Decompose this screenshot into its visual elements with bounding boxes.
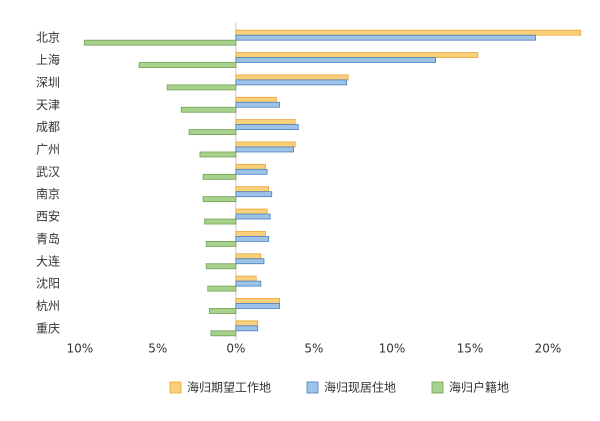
y-tick-label: 武汉: [36, 165, 60, 179]
legend-swatch: [306, 381, 319, 394]
y-tick-label: 天津: [36, 98, 60, 112]
bar: [138, 62, 237, 68]
bar: [235, 320, 259, 327]
x-tick-label: 20%: [535, 342, 562, 356]
legend-swatch: [431, 381, 444, 394]
bar: [84, 39, 237, 46]
bar: [235, 119, 296, 126]
bar: [235, 186, 270, 193]
x-tick-label: 0%: [226, 342, 245, 356]
bar: [235, 303, 280, 309]
bar: [235, 213, 271, 220]
bar: [235, 57, 437, 63]
bar: [235, 235, 270, 242]
y-tick-label: 大连: [36, 253, 60, 268]
y-tick-label: 广州: [36, 142, 60, 156]
bar: [235, 52, 479, 58]
bar: [235, 34, 536, 41]
bar: [235, 298, 280, 304]
y-tick-label: 重庆: [36, 321, 60, 335]
bar: [235, 258, 265, 265]
bar: [202, 196, 237, 203]
bar: [235, 191, 273, 198]
bar: [199, 151, 237, 158]
y-tick-label: 北京: [36, 31, 60, 45]
y-tick-label: 西安: [36, 209, 60, 224]
bar: [204, 218, 237, 225]
bar: [188, 129, 237, 136]
bar: [205, 263, 237, 270]
y-tick-label: 杭州: [36, 298, 60, 313]
bar: [210, 330, 237, 337]
y-tick-label: 沈阳: [36, 276, 60, 291]
x-tick-label: 5%: [148, 342, 167, 356]
bar: [235, 146, 295, 153]
bar: [235, 124, 299, 131]
bar: [235, 141, 296, 148]
bar: [235, 79, 348, 86]
y-tick-label: 深圳: [36, 75, 60, 89]
bar: [180, 106, 237, 113]
bar: [235, 101, 280, 108]
bar: [235, 230, 266, 237]
bar: [166, 84, 237, 91]
y-tick-label: 青岛: [36, 231, 60, 246]
y-tick-label: 上海: [36, 52, 60, 67]
bar: [235, 168, 268, 175]
legend-label: 海归期望工作地: [187, 380, 271, 395]
bar: [235, 74, 349, 81]
bar: [208, 308, 237, 314]
bar: [235, 325, 259, 332]
bar: [207, 285, 237, 292]
bar: [235, 280, 262, 287]
x-tick-label: 10%: [379, 342, 406, 356]
x-tick-label: 5%: [304, 342, 323, 356]
legend-swatch: [169, 381, 182, 394]
bar: [235, 253, 262, 260]
legend-label: 海归户籍地: [449, 380, 509, 395]
x-tick-label: 10%: [66, 342, 93, 356]
bar: [235, 275, 257, 282]
bar: [235, 208, 268, 215]
y-tick-label: 成都: [36, 120, 60, 134]
bar: [202, 173, 237, 180]
bar: [235, 96, 277, 103]
x-tick-label: 15%: [457, 342, 484, 356]
bar: [235, 163, 266, 170]
y-tick-label: 南京: [36, 186, 60, 201]
bar: [205, 240, 237, 247]
bar: [235, 29, 582, 36]
legend-label: 海归现居住地: [324, 380, 396, 395]
